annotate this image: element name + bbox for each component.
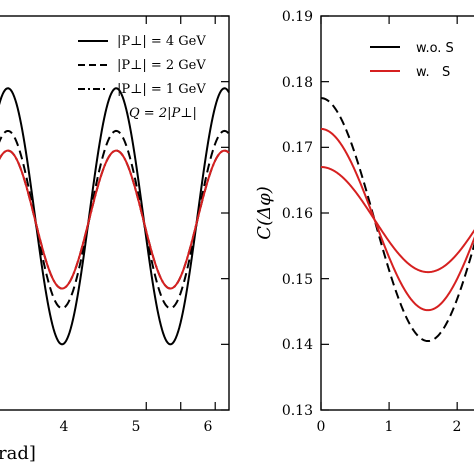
right-y-tick-label: 0.18 bbox=[282, 75, 313, 91]
right-y-tick-label: 0.19 bbox=[282, 9, 313, 25]
legend-note: Q = 2|P⊥| bbox=[129, 106, 197, 121]
right-y-tick-label: 0.15 bbox=[282, 272, 313, 288]
right-series-line-2 bbox=[320, 166, 474, 274]
legend-entry: |P⊥| = 1 GeV bbox=[117, 82, 206, 97]
left-x-axis-label: rad] bbox=[0, 443, 36, 464]
left-x-tick-label: 5 bbox=[132, 419, 141, 435]
right-y-tick-label: 0.17 bbox=[282, 140, 313, 156]
right-y-tick-label: 0.13 bbox=[282, 403, 313, 419]
right-x-tick-label: 1 bbox=[385, 419, 394, 435]
legend-entry: |P⊥| = 2 GeV bbox=[117, 58, 206, 73]
legend-entry: |P⊥| = 4 GeV bbox=[117, 34, 206, 49]
right-y-tick-label: 0.16 bbox=[282, 206, 313, 222]
right-series-line-1 bbox=[320, 127, 474, 312]
right-x-tick-label: 2 bbox=[453, 419, 462, 435]
right-series-line-0 bbox=[320, 97, 474, 343]
right-series-group bbox=[320, 15, 474, 411]
left-x-tick-label: 6 bbox=[204, 419, 213, 435]
right-legend: w.o. S w. S bbox=[370, 41, 454, 80]
legend-entry: w.o. S bbox=[416, 41, 454, 56]
right-x-tick-label: 0 bbox=[317, 419, 326, 435]
right-y-tick-label: 0.14 bbox=[282, 337, 313, 353]
left-series-group bbox=[0, 15, 230, 411]
left-series-line-3 bbox=[0, 149, 230, 290]
right-y-axis-label: C(Δφ) bbox=[254, 186, 275, 239]
left-x-tick-label: 4 bbox=[60, 419, 69, 435]
right-plot-frame bbox=[320, 15, 474, 411]
left-legend: |P⊥| = 4 GeV |P⊥| = 2 GeV |P⊥| = 1 GeV Q… bbox=[78, 34, 206, 121]
legend-entry: w. S bbox=[416, 65, 450, 80]
